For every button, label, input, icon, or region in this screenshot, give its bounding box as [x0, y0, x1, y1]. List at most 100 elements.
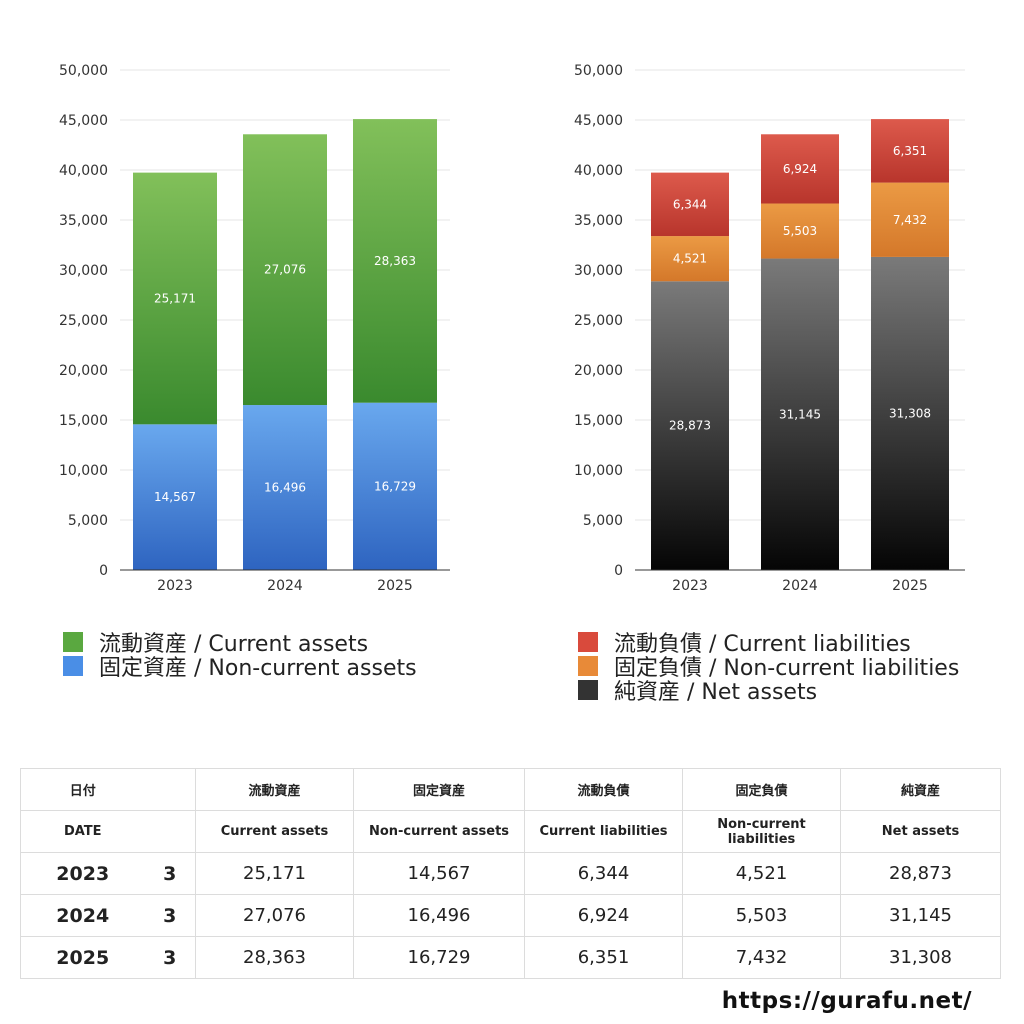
header-noncurrent-liabilities-jp: 固定負債	[682, 768, 841, 811]
cell-current-assets: 27,076	[195, 894, 354, 937]
bar-value-label: 4,521	[673, 252, 707, 266]
y-tick-label: 40,000	[59, 163, 108, 179]
bar-value-label: 31,308	[889, 406, 931, 420]
cell-net-assets: 31,145	[840, 894, 1001, 937]
bar-segment	[871, 119, 949, 183]
legend-swatch	[578, 656, 598, 676]
header-net-assets-en: Net assets	[840, 810, 1001, 853]
cell-current-liabilities: 6,924	[524, 894, 683, 937]
cell-noncurrent-assets: 16,729	[353, 936, 525, 979]
x-tick-label: 2025	[377, 578, 413, 594]
financial-table: 日付 流動資産 固定資産 流動負債 固定負債 純資産 DATE Current …	[20, 768, 1001, 979]
site-url[interactable]: https://gurafu.net/	[721, 988, 972, 1014]
table-header-row-jp: 日付 流動資産 固定資産 流動負債 固定負債 純資産	[20, 768, 1001, 811]
y-tick-label: 20,000	[574, 363, 623, 379]
charts-canvas: 0 5,000 10,000 15,000 20,000 25,000 30,000 35,0…	[59, 63, 965, 594]
legend-swatch	[63, 656, 83, 676]
header-noncurrent-liabilities-en: Non-current liabilities	[682, 810, 841, 853]
bar-value-label: 25,171	[154, 291, 196, 305]
row-year: 2023	[20, 852, 145, 895]
bar-segment	[871, 182, 949, 257]
bar-segment	[651, 236, 729, 282]
y-tick-label: 25,000	[59, 313, 108, 329]
y-tick-label: 40,000	[574, 163, 623, 179]
bar-value-label: 7,432	[893, 213, 927, 227]
cell-noncurrent-liabilities: 7,432	[682, 936, 841, 979]
liabilities-legend: 流動負債 / Current liabilities 固定負債 / Non-cu…	[578, 630, 959, 705]
y-tick-label: 25,000	[574, 313, 623, 329]
cell-net-assets: 28,873	[840, 852, 1001, 895]
cell-noncurrent-liabilities: 4,521	[682, 852, 841, 895]
table-header-row-en: DATE Current assets Non-current assets C…	[20, 810, 1001, 853]
cell-noncurrent-assets: 16,496	[353, 894, 525, 937]
y-tick-label: 35,000	[59, 213, 108, 229]
bar-segment	[133, 172, 217, 425]
cell-noncurrent-liabilities: 5,503	[682, 894, 841, 937]
bar-value-label: 28,363	[374, 254, 416, 268]
y-tick-label: 50,000	[59, 63, 108, 79]
y-tick-label: 5,000	[583, 513, 623, 529]
header-current-assets-jp: 流動資産	[195, 768, 354, 811]
header-current-assets-en: Current assets	[195, 810, 354, 853]
bar-value-label: 6,924	[783, 162, 817, 176]
y-tick-label: 50,000	[574, 63, 623, 79]
table-row: 2023 3 25,171 14,567 6,344 4,521 28,873	[20, 852, 1001, 895]
bar-segment	[761, 134, 839, 204]
legend-item: 流動資産 / Current assets	[63, 630, 417, 657]
legend-item: 純資産 / Net assets	[578, 678, 959, 705]
y-tick-label: 10,000	[574, 463, 623, 479]
table-row: 2024 3 27,076 16,496 6,924 5,503 31,145	[20, 894, 1001, 937]
bar-value-label: 6,344	[673, 197, 707, 211]
legend-item: 固定負債 / Non-current liabilities	[578, 654, 959, 681]
bar-value-label: 16,729	[374, 479, 416, 493]
bar-value-label: 5,503	[783, 224, 817, 238]
assets-legend: 流動資産 / Current assets 固定資産 / Non-current…	[63, 630, 417, 681]
legend-item: 固定資産 / Non-current assets	[63, 654, 417, 681]
bar-value-label: 6,351	[893, 144, 927, 158]
y-tick-label: 45,000	[574, 113, 623, 129]
legend-swatch	[63, 632, 83, 652]
bar-segment	[651, 172, 729, 237]
header-current-liabilities-en: Current liabilities	[524, 810, 683, 853]
legend-swatch	[578, 680, 598, 700]
legend-item: 流動負債 / Current liabilities	[578, 630, 959, 657]
cell-noncurrent-assets: 14,567	[353, 852, 525, 895]
header-current-liabilities-jp: 流動負債	[524, 768, 683, 811]
header-noncurrent-assets-jp: 固定資産	[353, 768, 525, 811]
bar-segment	[243, 134, 327, 406]
legend-label: 固定負債 / Non-current liabilities	[614, 656, 960, 681]
cell-current-assets: 25,171	[195, 852, 354, 895]
legend-label: 純資産 / Net assets	[614, 680, 818, 705]
x-tick-label: 2023	[672, 578, 708, 594]
x-tick-label: 2025	[892, 578, 928, 594]
cell-current-assets: 28,363	[195, 936, 354, 979]
bar-segment	[761, 258, 839, 570]
cell-current-liabilities: 6,351	[524, 936, 683, 979]
cell-net-assets: 31,308	[840, 936, 1001, 979]
y-tick-label: 30,000	[574, 263, 623, 279]
y-tick-label: 5,000	[68, 513, 108, 529]
bar-segment	[651, 281, 729, 570]
bar-segment	[133, 424, 217, 570]
x-tick-label: 2024	[782, 578, 818, 594]
bar-value-label: 14,567	[154, 490, 196, 504]
table-row: 2025 3 28,363 16,729 6,351 7,432 31,308	[20, 936, 1001, 979]
x-tick-label: 2024	[267, 578, 303, 594]
assets-chart: 0 5,000 10,000 15,000 20,000 25,000 30,000 35,0…	[59, 63, 450, 594]
liabilities-chart: 0 5,000 10,000 15,000 20,000 25,000 30,000 35,0…	[574, 63, 965, 594]
y-tick-label: 15,000	[59, 413, 108, 429]
header-date-jp: 日付	[20, 768, 145, 811]
y-tick-label: 35,000	[574, 213, 623, 229]
header-gap	[144, 810, 196, 853]
header-net-assets-jp: 純資産	[840, 768, 1001, 811]
x-tick-label: 2023	[157, 578, 193, 594]
cell-current-liabilities: 6,344	[524, 852, 683, 895]
legend-swatch	[578, 632, 598, 652]
bar-segment	[353, 402, 437, 570]
bar-segment	[871, 256, 949, 570]
y-tick-label: 10,000	[59, 463, 108, 479]
header-gap	[144, 768, 196, 811]
row-month: 3	[144, 894, 196, 937]
header-date-en: DATE	[20, 810, 145, 853]
bar-segment	[243, 405, 327, 570]
